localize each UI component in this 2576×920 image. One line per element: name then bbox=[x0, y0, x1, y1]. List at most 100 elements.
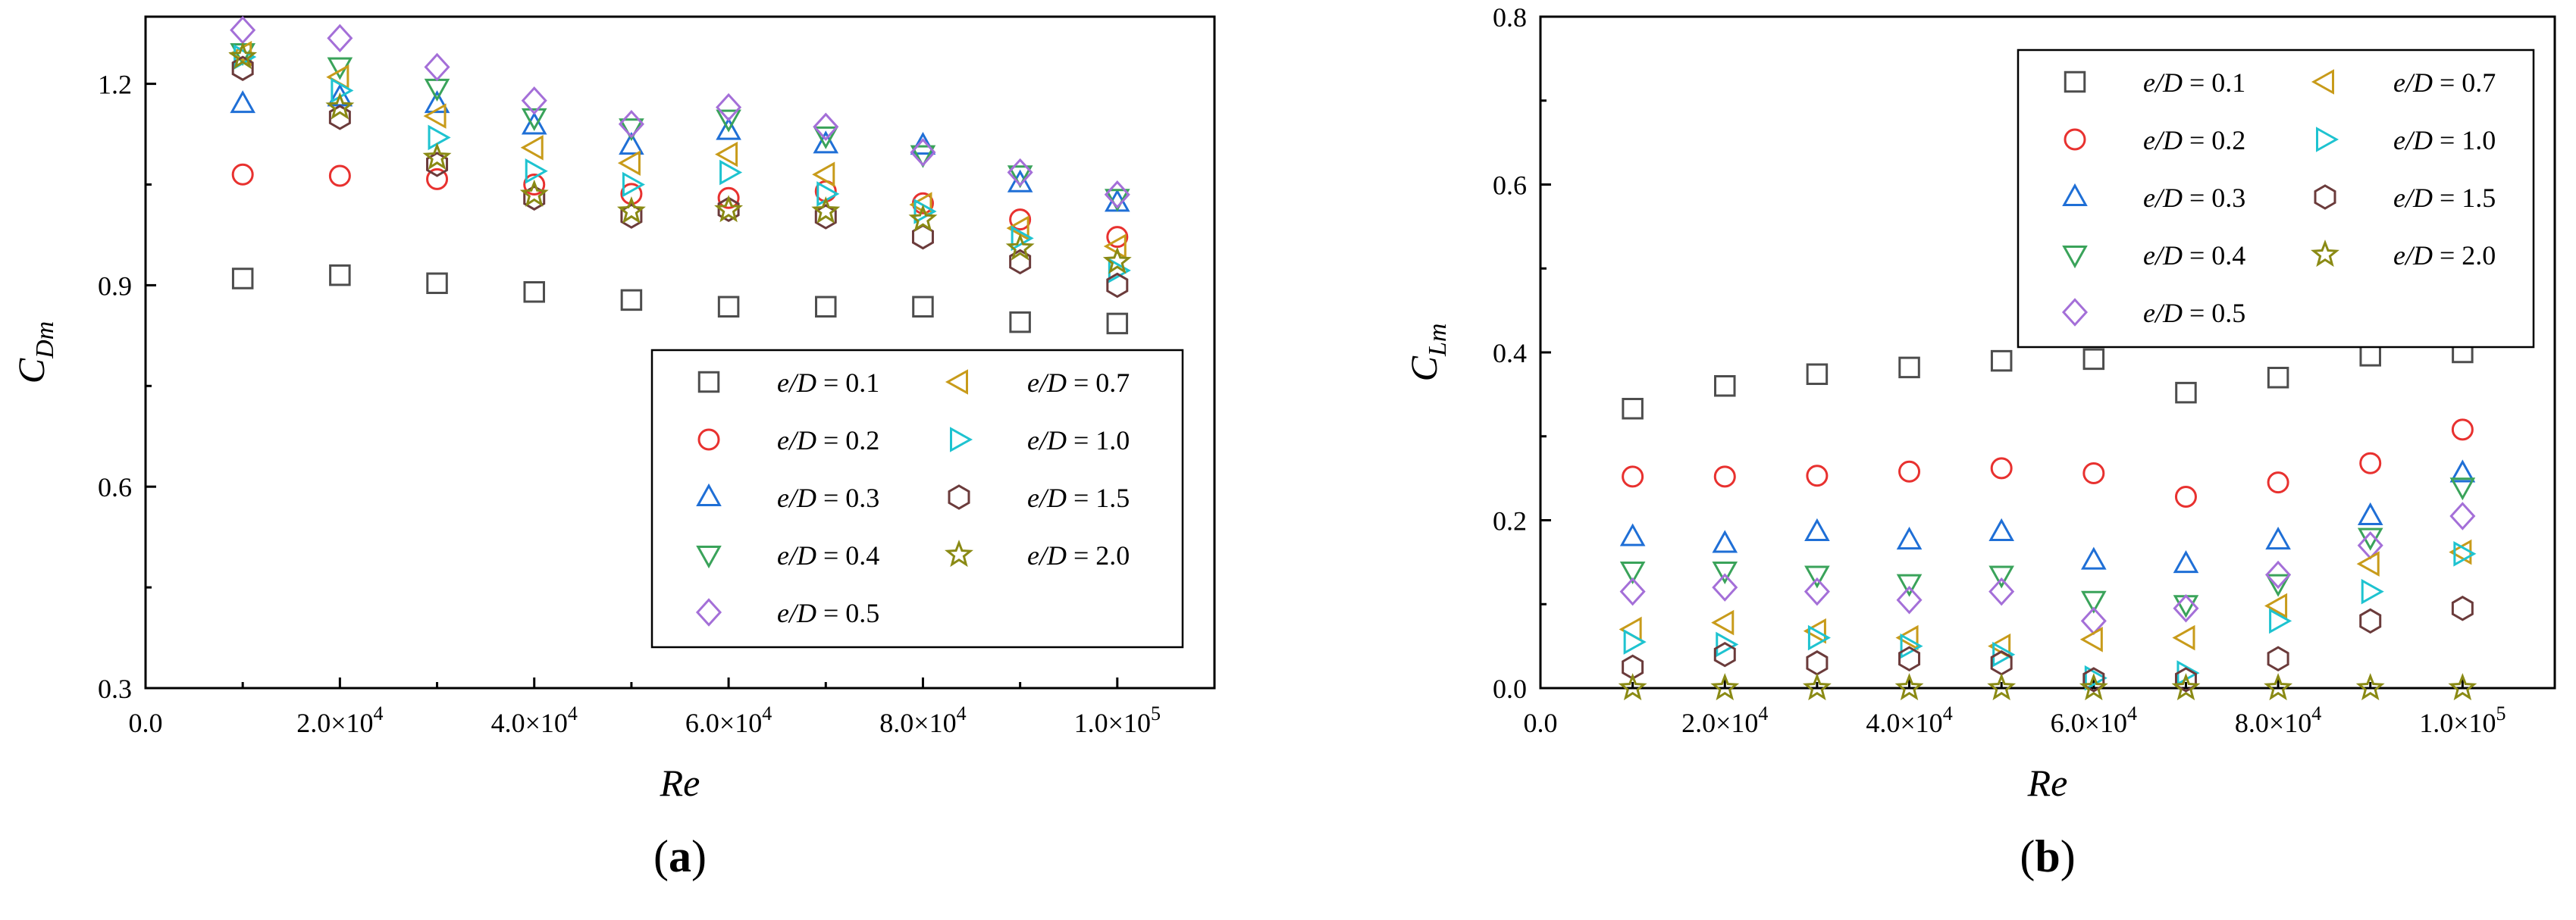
data-point bbox=[1988, 577, 2015, 606]
data-point bbox=[1712, 573, 1738, 602]
x-tick-label: 4.0×104 bbox=[1866, 703, 1952, 738]
data-point bbox=[2267, 646, 2289, 671]
data-point bbox=[230, 15, 256, 45]
data-point bbox=[2359, 452, 2382, 474]
x-tick-label: 1.0×105 bbox=[2419, 703, 2505, 738]
data-point bbox=[2265, 527, 2291, 550]
data-point bbox=[2357, 502, 2383, 525]
data-point bbox=[328, 105, 351, 130]
data-point bbox=[426, 272, 448, 294]
data-point bbox=[1900, 633, 1923, 659]
data-point bbox=[1713, 641, 1736, 668]
data-point bbox=[2174, 667, 2197, 693]
data-point bbox=[2081, 546, 2107, 570]
y-tick-label: 0.9 bbox=[98, 271, 132, 301]
data-point bbox=[428, 124, 451, 151]
data-point bbox=[1619, 561, 1646, 585]
data-point bbox=[1806, 650, 1829, 676]
legend-marker bbox=[696, 483, 722, 506]
legend-marker bbox=[948, 484, 970, 510]
legend-entry: e/D = 0.1 bbox=[777, 368, 879, 398]
data-point bbox=[1895, 624, 1919, 651]
panel-label: (b) bbox=[2020, 831, 2075, 881]
data-point bbox=[2171, 673, 2201, 701]
data-point bbox=[1804, 565, 1830, 589]
legend-entry: e/D = 1.5 bbox=[2393, 183, 2496, 213]
panel-b: 0.0 2.0×104 4.0×104 6.0×104 8.0×104 1.0×105 0.… bbox=[1402, 2, 2556, 881]
data-point bbox=[2265, 574, 2291, 597]
data-point bbox=[1009, 249, 1032, 275]
series-0.2 bbox=[1622, 418, 2474, 508]
legend-entry: e/D = 0.5 bbox=[777, 598, 879, 628]
series-1.5 bbox=[1622, 596, 2474, 693]
data-point bbox=[2082, 667, 2105, 693]
series-0.7 bbox=[1619, 539, 2472, 659]
data-point bbox=[811, 196, 841, 224]
data-point bbox=[1898, 460, 1921, 483]
data-point bbox=[1622, 465, 1644, 488]
data-point bbox=[1622, 397, 1644, 420]
data-point bbox=[2451, 418, 2474, 441]
x-axis-title: Re bbox=[2027, 762, 2068, 804]
data-point bbox=[1803, 618, 1826, 644]
x-tick-label: 6.0×104 bbox=[2051, 703, 2137, 738]
data-point bbox=[2267, 471, 2289, 494]
data-point bbox=[231, 55, 254, 81]
legend-entry: e/D = 0.5 bbox=[2143, 298, 2245, 328]
legend-marker bbox=[2311, 239, 2339, 268]
x-tick-label: 2.0×104 bbox=[1681, 703, 1768, 738]
series-0.7 bbox=[229, 40, 1127, 259]
series-1.0 bbox=[1623, 540, 2477, 691]
data-point bbox=[329, 264, 351, 286]
data-point bbox=[812, 161, 835, 188]
data-point bbox=[1896, 574, 1923, 597]
data-point bbox=[2449, 459, 2476, 483]
data-point bbox=[715, 141, 738, 167]
data-point bbox=[813, 112, 839, 142]
data-point bbox=[2265, 560, 2292, 590]
legend-entry: e/D = 0.7 bbox=[1027, 368, 1130, 398]
data-point bbox=[1806, 363, 1829, 386]
data-point bbox=[525, 158, 548, 184]
data-point bbox=[1712, 561, 1738, 585]
data-point bbox=[2448, 673, 2477, 701]
data-point bbox=[1007, 165, 1033, 189]
data-point bbox=[2264, 593, 2288, 619]
data-point bbox=[2451, 596, 2474, 621]
data-point bbox=[2173, 550, 2199, 574]
data-point bbox=[816, 181, 840, 207]
x-axis-title: Re bbox=[660, 762, 700, 804]
data-point bbox=[2356, 551, 2380, 577]
data-point bbox=[1007, 158, 1033, 187]
data-point bbox=[813, 126, 839, 149]
data-point bbox=[2264, 673, 2293, 701]
data-point bbox=[2173, 594, 2199, 623]
panel-a: 0.0 2.0×104 4.0×104 6.0×104 8.0×104 1.0×105 0.… bbox=[10, 15, 1216, 881]
y-tick-label: 0.4 bbox=[1493, 338, 1527, 368]
data-point bbox=[1716, 631, 1739, 658]
data-point bbox=[2082, 462, 2105, 484]
data-point bbox=[331, 77, 354, 104]
data-point bbox=[230, 90, 255, 114]
data-point bbox=[616, 196, 646, 224]
data-point bbox=[911, 224, 934, 250]
series-0.5 bbox=[230, 15, 1130, 209]
legend-marker bbox=[695, 598, 722, 627]
data-point bbox=[910, 138, 936, 167]
data-point bbox=[231, 268, 254, 289]
data-point bbox=[1806, 465, 1829, 487]
data-point bbox=[717, 186, 740, 209]
data-point bbox=[912, 296, 934, 318]
data-point bbox=[423, 103, 447, 129]
legend-entry: e/D = 2.0 bbox=[2393, 240, 2496, 271]
y-tick-label: 1.2 bbox=[98, 70, 132, 100]
y-tick-label: 0.6 bbox=[1493, 171, 1527, 201]
series-0.4 bbox=[230, 42, 1130, 212]
data-point bbox=[523, 174, 546, 196]
data-point bbox=[910, 132, 936, 155]
data-point bbox=[520, 134, 544, 161]
data-point bbox=[1988, 565, 2014, 589]
data-point bbox=[424, 90, 450, 114]
data-point bbox=[2453, 540, 2477, 567]
